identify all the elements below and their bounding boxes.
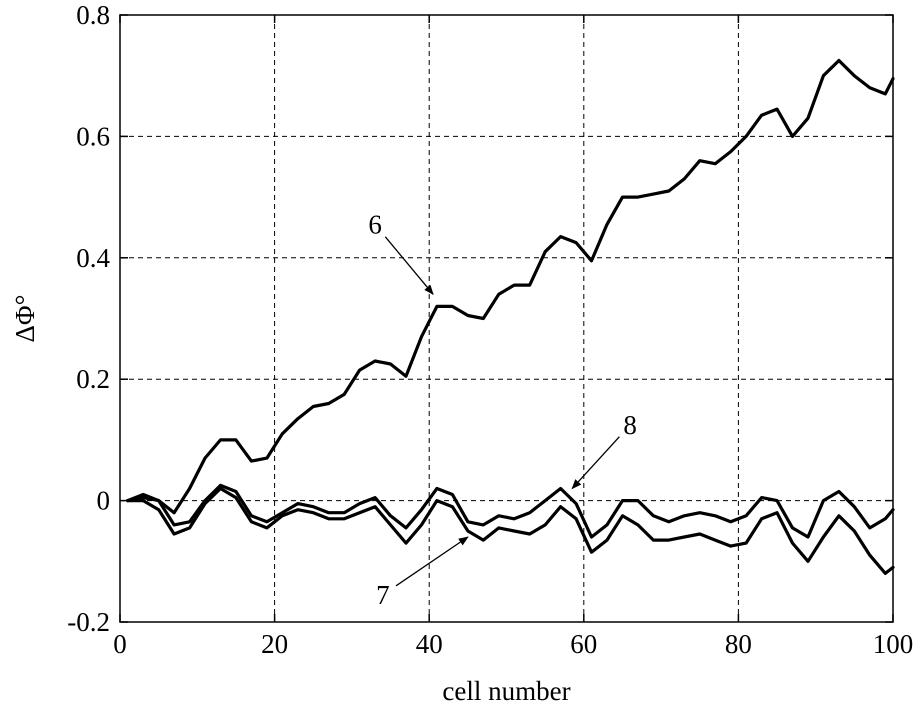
x-tick-label: 20	[261, 629, 288, 659]
plot-frame	[119, 14, 894, 623]
y-tick-label: 0.2	[76, 364, 110, 394]
annotation-arrow	[395, 536, 469, 587]
y-axis: -0.2 0 0.2 0.4 0.6 0.8	[67, 0, 893, 637]
x-tick-label: 0	[113, 629, 127, 659]
series-line-2	[126, 486, 895, 576]
y-tick-label: 0.6	[76, 121, 110, 151]
x-tick-label: 60	[570, 629, 597, 659]
annotation-label: 7	[376, 580, 390, 610]
y-tick-label: -0.2	[67, 607, 110, 637]
x-axis: 0 20 40 60 80 100	[113, 15, 913, 659]
series-group	[126, 58, 895, 576]
series-line-3	[126, 483, 895, 539]
x-tick-label: 80	[725, 629, 752, 659]
y-tick-label: 0.8	[76, 0, 110, 30]
y-axis-label: ΔΦ°	[10, 295, 40, 343]
series-line-1	[126, 58, 895, 515]
y-tick-label: 0	[97, 486, 111, 516]
annotation-label: 6	[368, 210, 382, 240]
annotation-arrow	[571, 436, 620, 490]
x-tick-label: 40	[416, 629, 443, 659]
y-tick-label: 0.4	[76, 243, 110, 273]
annotations: 6 8 7	[368, 210, 637, 610]
annotation-label: 8	[623, 410, 637, 440]
x-tick-label: 100	[873, 629, 914, 659]
annotation-arrow	[384, 236, 434, 295]
x-axis-label: cell number	[442, 676, 570, 706]
